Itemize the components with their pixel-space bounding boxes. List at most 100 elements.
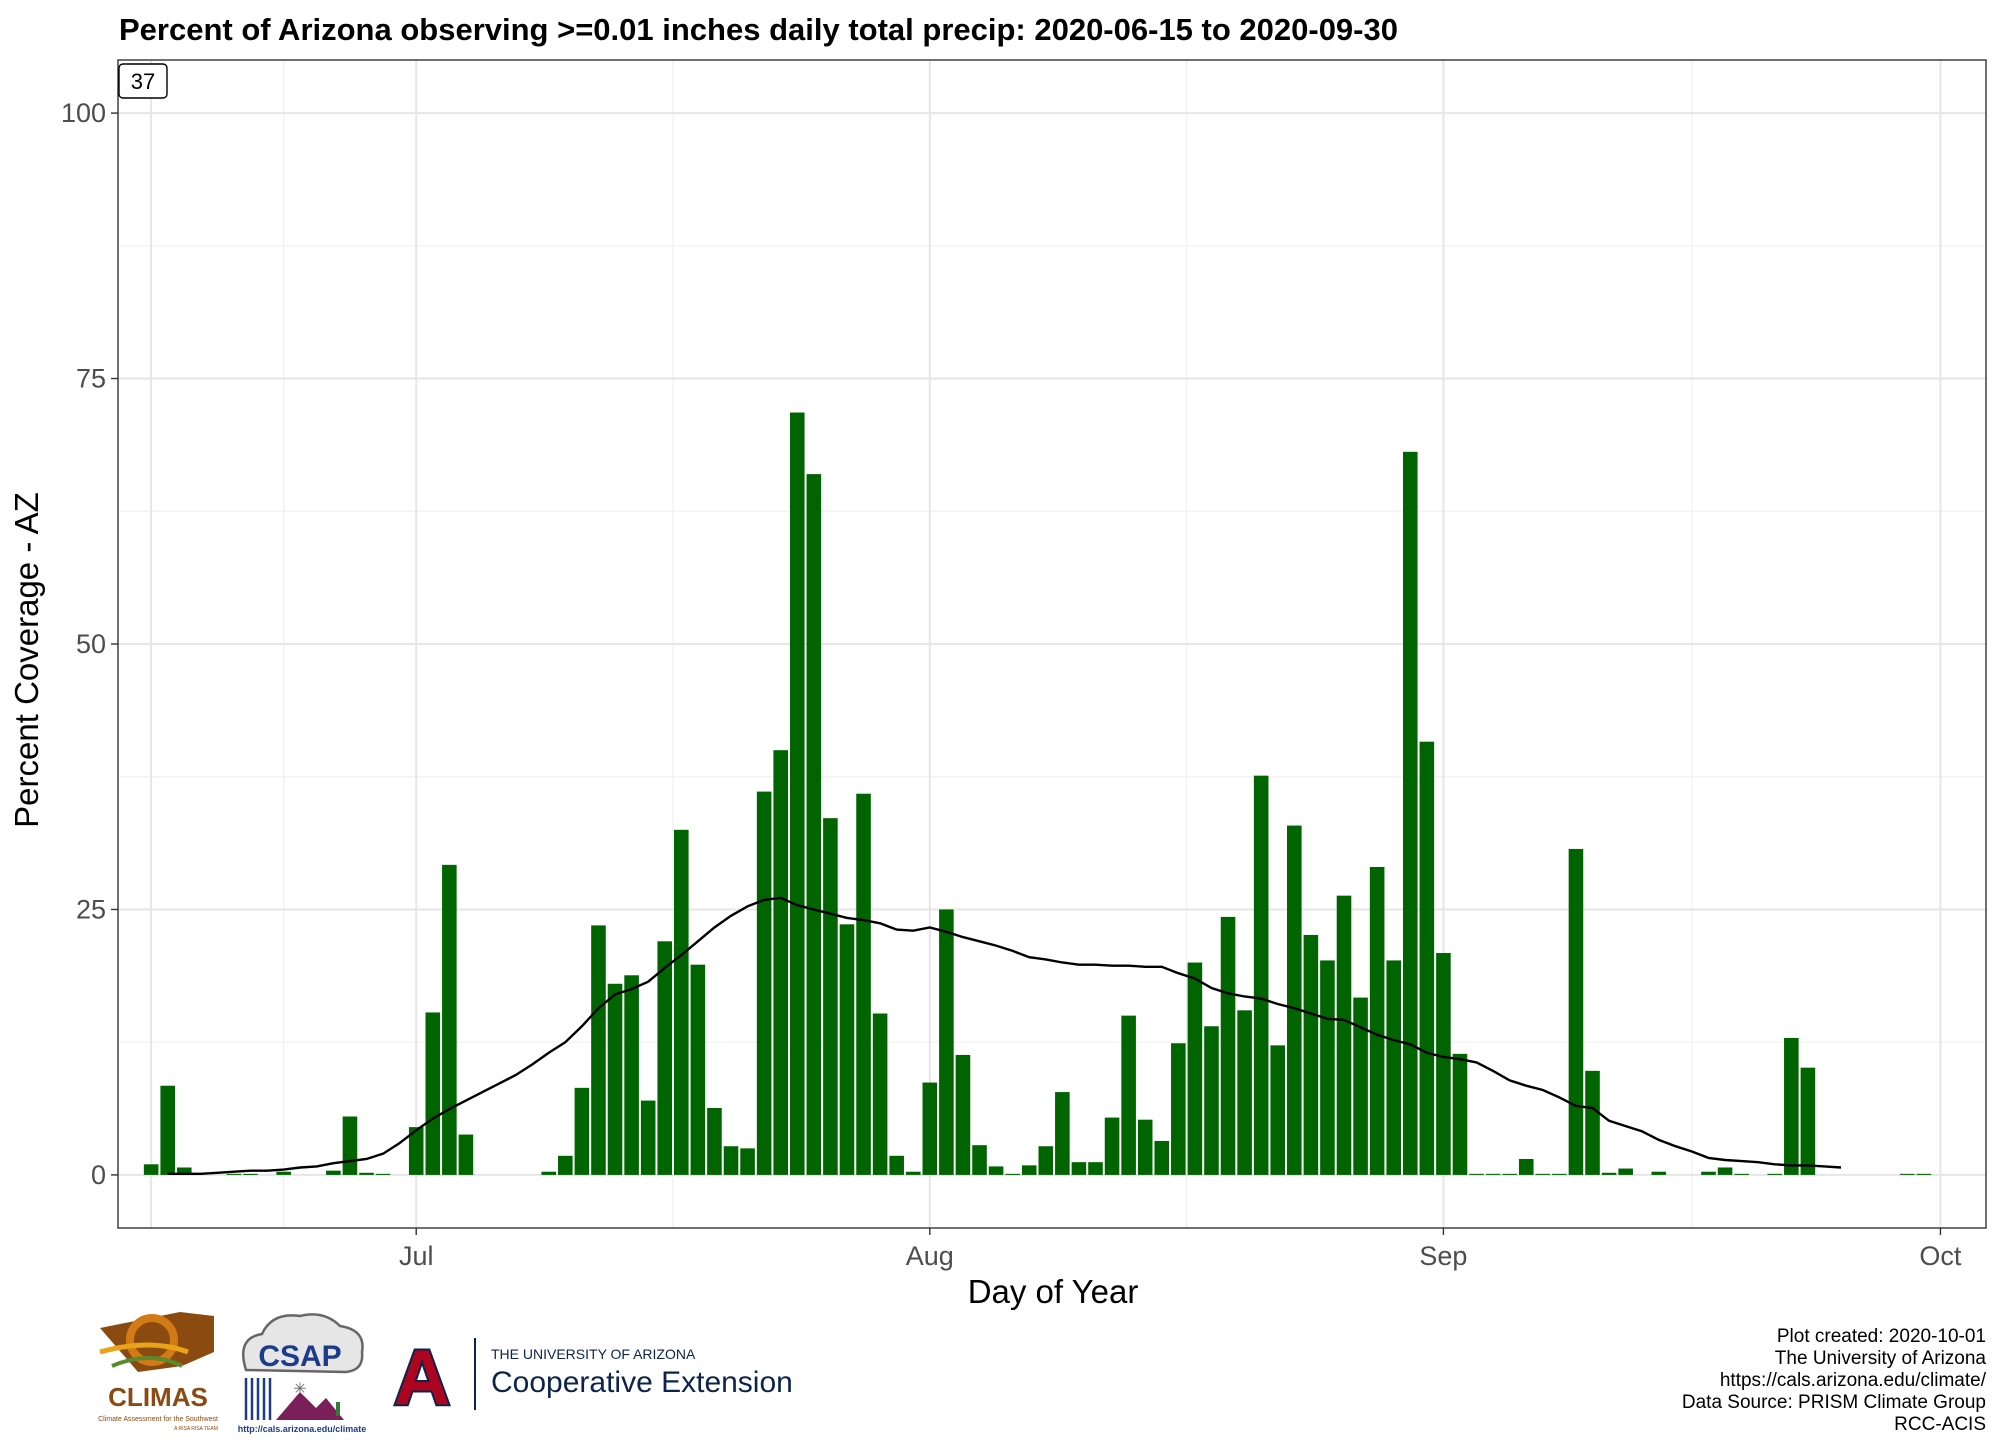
climas-logo-leaf [111,1356,183,1368]
bar [657,941,673,1175]
csap-logo-cloud [242,1313,364,1374]
bar [955,1054,971,1175]
bar [1154,1140,1170,1175]
plot-panel [117,59,1987,1229]
y-axis-title: Percent Coverage - AZ [8,492,45,828]
bar [1369,866,1385,1175]
y-tick-label: 50 [76,629,106,659]
csap-logo: CSAP ✳ http://cals.arizona.edu/climate [238,1313,367,1434]
climas-logo-tagline: Climate Assessment for the Southwest [98,1416,218,1423]
bar [1303,934,1319,1175]
bar [806,474,822,1175]
bar [988,1166,1004,1175]
bar-series [143,412,1932,1175]
caption-line: Data Source: PRISM Climate Group [1682,1392,1986,1413]
bar [1171,1043,1186,1175]
x-tick-label: Oct [1919,1241,1962,1271]
bar [839,924,855,1175]
ua-logo: A THE UNIVERSITY OF ARIZONA Cooperative … [392,1331,793,1423]
chart-title: Percent of Arizona observing >=0.01 inch… [119,12,1398,47]
bar [1237,1010,1252,1175]
bar [1204,1026,1219,1175]
bar [342,1116,358,1175]
csap-logo-mountains [276,1392,344,1420]
bar [326,1170,341,1175]
bar [1419,741,1435,1175]
bar [541,1171,557,1175]
y-axis: 0 25 50 75 100 [61,98,118,1190]
bar [1187,962,1203,1175]
climas-logo: CLIMAS Climate Assessment for the Southw… [98,1312,218,1432]
caption-line: RCC-ACIS [1894,1414,1986,1435]
climas-logo-swoosh [99,1342,189,1355]
bar [740,1148,755,1175]
bar [1485,1173,1501,1175]
bar [1552,1173,1567,1175]
bar [905,1171,921,1175]
bar [1055,1092,1070,1175]
climas-logo-sun [126,1314,178,1366]
bar [972,1145,987,1175]
bar [723,1146,739,1175]
bar [707,1108,722,1175]
bar [442,864,457,1175]
csap-logo-name: CSAP [258,1340,341,1373]
bar [359,1172,374,1175]
count-badge-label: 37 [131,69,155,94]
climas-logo-name: CLIMAS [108,1382,208,1412]
bar [922,1082,938,1175]
bar [1088,1162,1103,1175]
count-badge-box [118,63,168,99]
csap-logo-url: http://cals.arizona.edu/climate [238,1424,367,1434]
bar [160,1085,175,1175]
bar [591,925,606,1175]
bar [1568,848,1584,1175]
bar [458,1134,474,1175]
bar [1436,952,1451,1175]
bar [1717,1167,1733,1175]
bar [690,964,706,1175]
bar [1452,1053,1468,1175]
bar [1651,1171,1667,1175]
bar [1287,825,1302,1175]
bar [1137,1119,1153,1175]
bar [674,829,689,1175]
bar [856,793,871,1175]
y-tick-label: 25 [76,894,106,924]
x-tick-label: Jul [399,1241,434,1271]
bar [1900,1173,1915,1175]
y-tick-label: 75 [76,364,106,394]
climas-logo-subline: A RISA RISA TEAM [174,1426,218,1432]
bar [1121,1015,1136,1175]
bar [1021,1165,1037,1175]
bar [375,1173,391,1175]
bar [1336,895,1352,1175]
ua-logo-divider [474,1338,476,1410]
bar [607,983,623,1175]
moving-average-line [167,896,1842,1175]
ua-logo-institution: THE UNIVERSITY OF ARIZONA [491,1346,696,1362]
csap-logo-cactus [336,1402,340,1416]
bar [1502,1173,1517,1175]
bar [1585,1070,1600,1175]
bar [789,412,805,1175]
bar [1800,1067,1816,1175]
bar [1701,1171,1716,1175]
bar [1767,1173,1783,1175]
bar [1518,1158,1534,1175]
ua-logo-letter: A [394,1333,450,1421]
caption-line: The University of Arizona [1775,1348,1987,1369]
bar [889,1155,904,1175]
bar [276,1171,291,1175]
bar [1253,775,1269,1175]
bar [1402,451,1418,1175]
bar [408,1127,424,1175]
bar [1071,1162,1087,1175]
bar [773,750,788,1175]
count-badge: 37 [118,63,168,99]
bar [574,1087,590,1175]
y-tick-label: 0 [91,1160,106,1190]
bar [1038,1146,1054,1175]
caption-line: https://cals.arizona.edu/climate/ [1720,1370,1987,1391]
